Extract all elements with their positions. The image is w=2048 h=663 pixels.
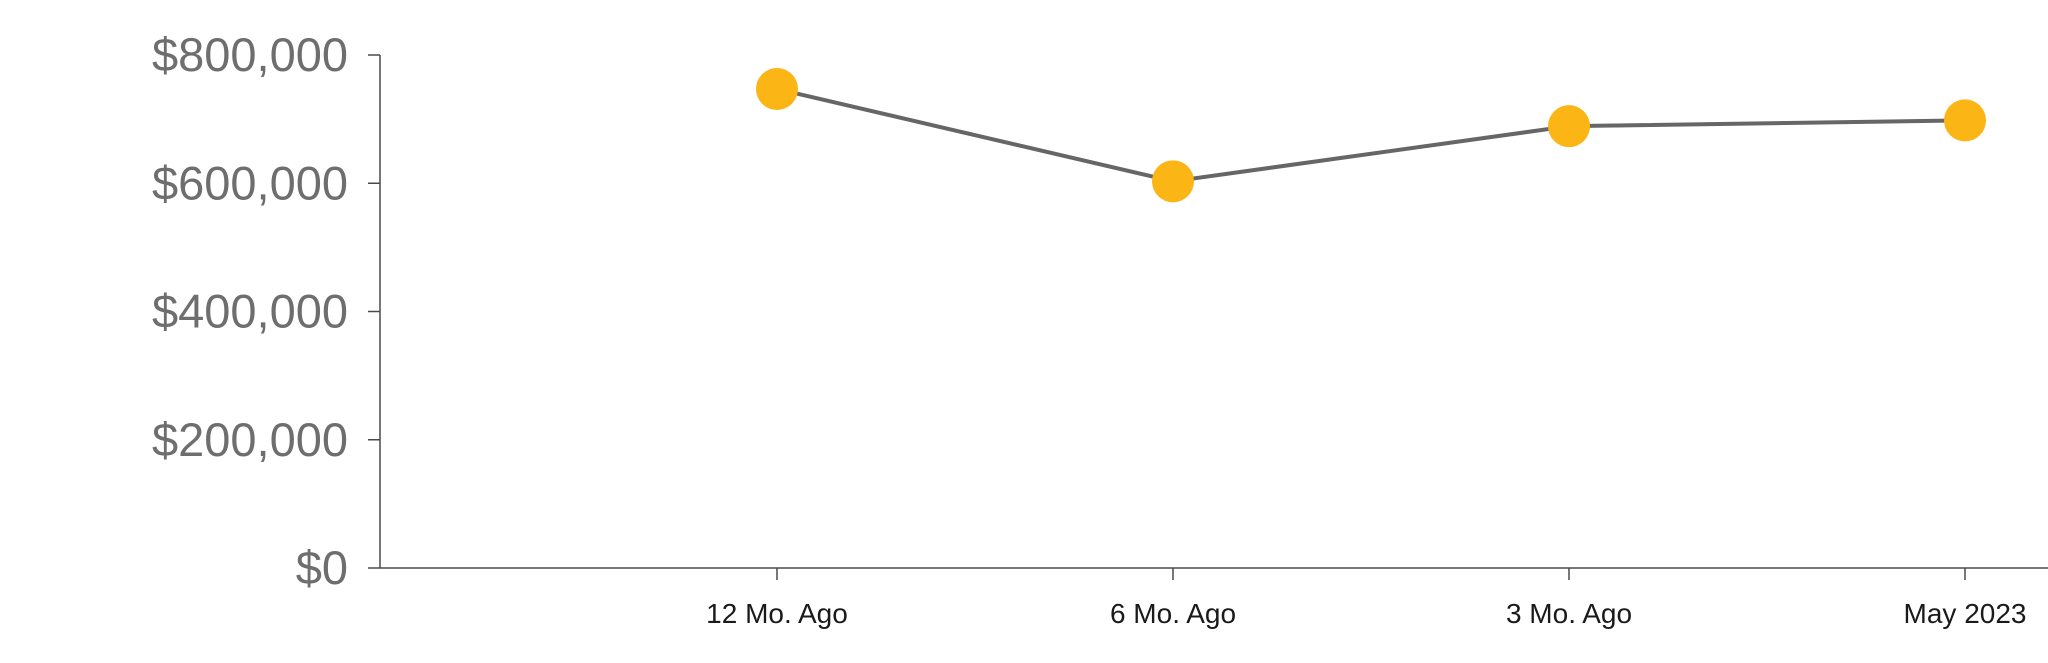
- x-tick-label: 12 Mo. Ago: [706, 598, 848, 629]
- y-tick-label: $800,000: [152, 28, 348, 81]
- data-point[interactable]: [1152, 160, 1194, 203]
- x-axis: 12 Mo. Ago 6 Mo. Ago 3 Mo. Ago May 2023: [380, 567, 2048, 629]
- y-tick-label: $0: [296, 541, 348, 594]
- x-tick-label: 3 Mo. Ago: [1506, 598, 1632, 629]
- y-axis: $0 $200,000 $400,000 $600,000 $800,000: [152, 28, 381, 594]
- data-point[interactable]: [756, 67, 798, 110]
- data-point[interactable]: [1944, 99, 1986, 142]
- series-line-group: [776, 87, 1966, 184]
- x-tick-label: May 2023: [1904, 598, 2027, 629]
- x-tick-label: 6 Mo. Ago: [1110, 598, 1236, 629]
- data-point-markers: [756, 67, 1986, 203]
- y-tick-label: $400,000: [152, 285, 348, 338]
- y-tick-label: $600,000: [152, 156, 348, 209]
- y-tick-label: $200,000: [152, 413, 348, 466]
- series-line: [776, 87, 1966, 184]
- data-point[interactable]: [1548, 105, 1590, 148]
